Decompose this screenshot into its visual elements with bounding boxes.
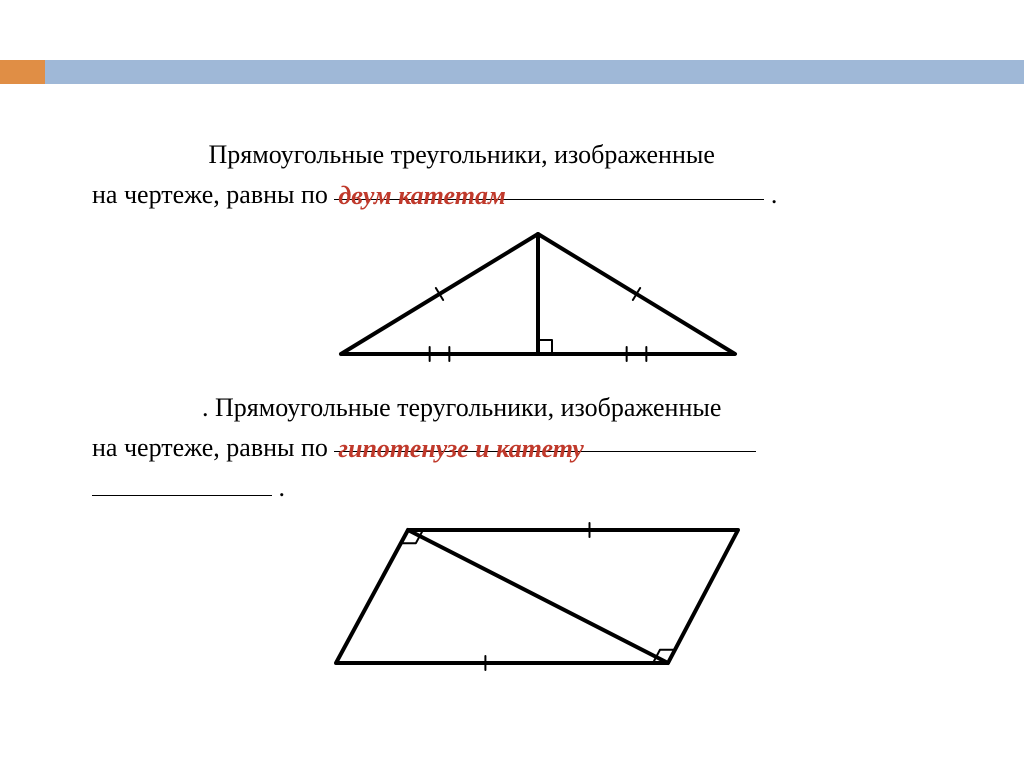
q1-period: . [771,180,778,209]
q2-blank-2 [92,472,272,496]
figure-1 [92,226,984,366]
header-blue-segment [45,60,1024,84]
header-bar [0,60,1024,84]
figure-2-svg [318,518,758,678]
q2-period: . [279,473,286,502]
q2-text-line1: Прямоугольные теругольники, изображенные [215,393,721,422]
q2-text-line2: на чертеже, равны по [92,433,328,462]
question-1: Прямоугольные треугольники, изображенные… [92,135,984,216]
q2-answer: гипотенузе и катету [334,434,587,463]
q1-text-line1: Прямоугольные треугольники, изображенные [209,140,715,169]
q1-blank: двум катетам [334,175,764,199]
question-2: . Прямоугольные теругольники, изображенн… [92,388,984,509]
header-orange-segment [0,60,45,84]
figure-1-svg [323,226,753,366]
q1-answer: двум катетам [334,181,509,210]
figure-2 [92,518,984,678]
q2-marker: . [202,393,209,422]
q1-text-line2: на чертеже, равны по [92,180,328,209]
q2-blank-1: гипотенузе и катету [334,428,756,452]
content-area: Прямоугольные треугольники, изображенные… [92,135,984,700]
